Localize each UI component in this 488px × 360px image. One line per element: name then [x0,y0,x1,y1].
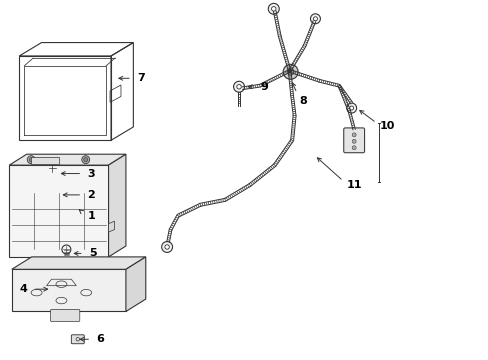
Polygon shape [49,171,55,172]
Circle shape [268,3,279,14]
Circle shape [50,193,54,197]
Circle shape [29,158,33,162]
Text: 6: 6 [96,334,104,344]
Text: 5: 5 [88,248,96,258]
Text: 2: 2 [87,190,95,200]
Text: 11: 11 [346,180,362,190]
Polygon shape [49,172,55,174]
Polygon shape [108,154,126,257]
Polygon shape [49,175,55,176]
Text: 7: 7 [137,73,144,83]
Polygon shape [45,188,64,190]
Circle shape [164,245,169,249]
Polygon shape [126,257,145,311]
Circle shape [236,85,241,89]
Circle shape [271,6,275,11]
Text: 8: 8 [299,96,306,105]
Circle shape [313,17,317,21]
Polygon shape [12,257,145,269]
Circle shape [349,106,353,110]
FancyBboxPatch shape [343,128,364,153]
Circle shape [162,242,172,252]
Polygon shape [12,269,126,311]
Polygon shape [9,154,126,165]
FancyBboxPatch shape [50,310,80,321]
FancyBboxPatch shape [44,189,61,200]
Circle shape [351,146,355,150]
Circle shape [351,139,355,143]
Polygon shape [9,165,108,257]
Circle shape [346,103,356,113]
Circle shape [27,156,35,164]
Circle shape [233,81,244,92]
FancyBboxPatch shape [71,335,84,344]
Text: 4: 4 [20,284,28,294]
FancyBboxPatch shape [31,158,60,165]
Text: 1: 1 [87,211,95,221]
Polygon shape [49,174,55,175]
Polygon shape [108,221,114,232]
Circle shape [286,68,293,75]
Circle shape [310,14,320,24]
Text: 9: 9 [259,82,267,92]
Circle shape [283,64,298,79]
Circle shape [83,158,87,162]
Circle shape [81,156,89,164]
Text: 10: 10 [379,121,394,131]
Text: 3: 3 [87,168,95,179]
Polygon shape [49,178,55,179]
Circle shape [351,133,355,137]
